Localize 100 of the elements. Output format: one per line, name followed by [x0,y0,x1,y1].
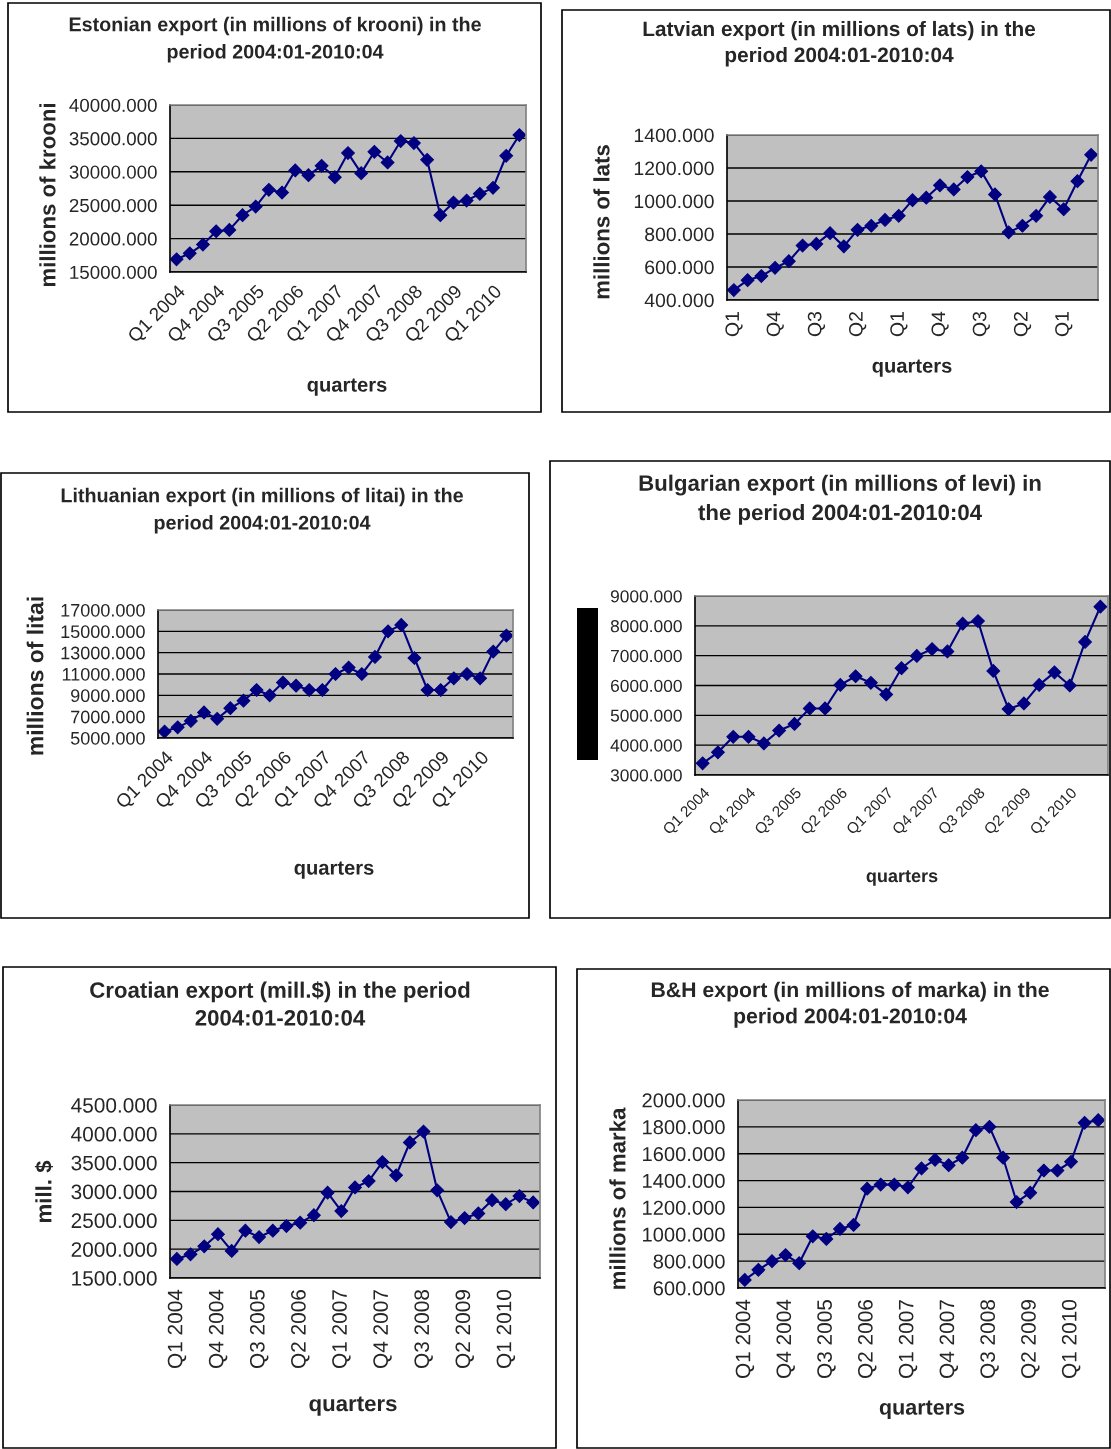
point [996,1150,1010,1165]
y-tick-label: 11000.000 [62,667,145,681]
point [471,1206,486,1221]
point [833,1222,847,1236]
point [380,155,395,170]
point [726,729,741,744]
point [460,667,474,681]
point [823,226,837,241]
point [433,208,448,223]
point [289,678,303,693]
y-axis-title: millions of lats [593,145,610,299]
x-tick-label: Q1 [890,312,908,337]
point [334,1204,349,1219]
y-tick-label: 800.000 [645,227,714,242]
y-tick-label: 3000.000 [610,769,682,782]
point [211,1227,225,1242]
x-tick-label: Q3 2008 [980,1300,999,1379]
point [864,675,878,690]
y-axis-title: mill. $ [34,1160,54,1223]
point [485,1193,499,1208]
y-tick-label: 9000.000 [610,590,682,603]
x-tick-label: Q1 2010 [496,1289,516,1369]
point [1015,218,1030,233]
chart-title: Croatian export (mill.$) in the period 2004:01-2010:04 [90,981,470,1026]
point [389,1168,404,1183]
point [1070,174,1085,189]
x-axis-title: quarters [872,359,952,377]
point [955,1150,970,1165]
y-tick-label: 1800.000 [643,1120,725,1135]
point [407,136,421,150]
y-tick-label: 25000.000 [69,198,157,213]
point [914,1161,929,1176]
x-tick-label: Q2 [1013,312,1032,337]
x-tick-label: Q2 [848,312,867,337]
point [262,688,277,703]
point [848,669,863,684]
point [183,1247,198,1262]
point [196,237,210,252]
point [971,614,985,628]
point [444,1215,458,1229]
point [275,185,289,200]
y-tick-label: 4000.000 [610,739,682,752]
point [223,701,238,716]
point [960,170,975,184]
point [695,756,710,771]
point [1077,1115,1092,1130]
point [368,650,382,664]
point [197,1239,212,1254]
point [802,701,817,716]
y-tick-label: 1000.000 [643,1227,725,1242]
point [860,1181,875,1196]
y-tick-label: 6000.000 [610,679,682,692]
point [420,683,435,697]
point [224,1243,239,1258]
y-tick-label: 4000.000 [71,1126,157,1142]
point [887,1177,902,1192]
y-axis-title: millions of krooni [39,103,56,287]
point [361,1174,376,1189]
y-tick-label: 1200.000 [634,161,714,176]
chart-title: Latvian export (in millions of lats) in the period 2004:01-2010:04 [643,20,1036,67]
point [1050,1163,1065,1178]
point [222,223,237,237]
point [1009,1195,1024,1209]
point [805,1229,820,1244]
x-tick-label: Q1 2004 [735,1299,755,1379]
x-tick-label: Q4 [766,311,784,337]
point [1029,208,1044,223]
y-tick-label: 400.000 [644,293,714,308]
point [836,239,851,254]
point [751,1262,766,1277]
y-tick-label: 15000.000 [70,265,157,279]
x-axis-title: quarters [307,378,387,396]
x-tick-label: Q3 2005 [817,1299,836,1379]
point [894,661,909,676]
point [833,678,848,692]
point [265,1223,280,1238]
point [1036,1163,1051,1178]
point [526,1195,540,1210]
x-tick-label: Q1 2004 [167,1289,187,1369]
point [354,166,369,181]
point [367,144,382,159]
x-tick-label: Q1 [725,312,743,337]
point [974,164,989,179]
chart-title: B&H export (in millions of marka) in the period 2004:01-2010:04 [651,981,1049,1028]
point [711,745,725,760]
point [768,260,782,275]
y-tick-label: 35000.000 [69,132,157,146]
point [1091,1113,1105,1128]
point [394,618,409,632]
point [1001,225,1016,240]
point [315,683,330,697]
point [878,213,892,227]
point [354,667,369,681]
point [248,199,263,214]
point [499,628,513,643]
point [261,182,276,197]
y-tick-label: 600.000 [653,1281,725,1296]
point [1001,702,1016,716]
x-tick-label: Q4 2004 [776,1299,795,1379]
point [1043,189,1057,204]
